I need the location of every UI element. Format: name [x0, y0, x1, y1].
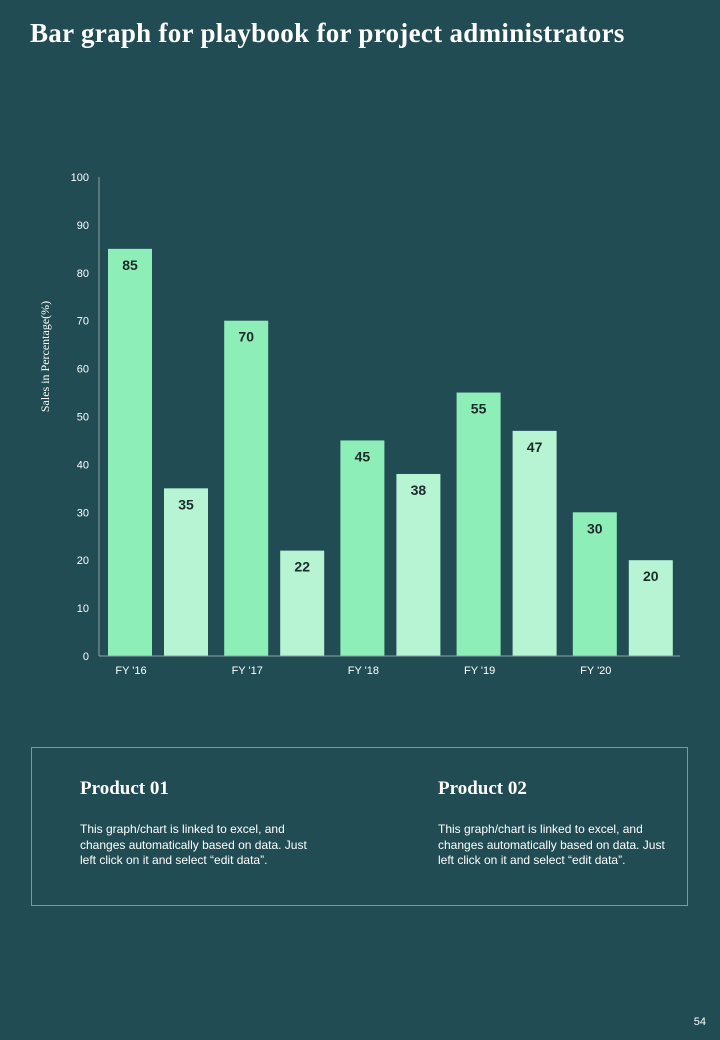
data-label: 22	[294, 559, 310, 575]
bar-1-3[interactable]	[340, 440, 385, 656]
y-tick-label: 60	[77, 364, 89, 376]
bar-2-2[interactable]	[280, 550, 325, 656]
x-tick-label: FY '19	[464, 665, 495, 677]
bar-1-5[interactable]	[572, 512, 617, 656]
legend-product-01: Product 01 This graph/chart is linked to…	[80, 778, 310, 869]
product-01-title: Product 01	[80, 778, 169, 799]
data-label: 55	[471, 401, 487, 417]
product-02-description: This graph/chart is linked to excel, and…	[438, 822, 665, 867]
product-02-title: Product 02	[438, 778, 527, 799]
bar-1-4[interactable]	[456, 392, 501, 656]
data-label: 47	[527, 439, 543, 455]
y-tick-label: 10	[77, 603, 89, 615]
y-tick-label: 90	[77, 220, 89, 232]
y-tick-label: 50	[77, 412, 89, 424]
x-tick-label: FY '20	[580, 665, 611, 677]
bar-2-3[interactable]	[396, 473, 441, 656]
data-label: 35	[178, 496, 194, 512]
page-number: 54	[693, 1016, 706, 1028]
data-label: 30	[587, 520, 603, 536]
y-axis-label: Sales in Percentage(%)	[38, 301, 52, 412]
y-tick-label: 40	[77, 459, 89, 471]
x-tick-label: FY '18	[348, 665, 379, 677]
data-label: 38	[411, 482, 427, 498]
bar-2-4[interactable]	[512, 430, 557, 656]
x-tick-label: FY '16	[115, 665, 146, 677]
y-tick-label: 0	[83, 651, 89, 663]
page-title: Bar graph for playbook for project admin…	[30, 18, 625, 48]
y-tick-label: 30	[77, 507, 89, 519]
bar-2-5[interactable]	[628, 560, 673, 656]
data-label: 20	[643, 568, 659, 584]
legend-product-02: Product 02 This graph/chart is linked to…	[438, 778, 668, 869]
data-label: 45	[355, 448, 371, 464]
legend-box: Product 01 This graph/chart is linked to…	[31, 747, 688, 906]
y-tick-label: 100	[71, 172, 89, 184]
bar-chart[interactable]: 0 10 20 30 40 50 60 70 80 90 100 85 35 70 22 45 38 55 47 3…	[0, 0, 720, 700]
y-tick-label: 20	[77, 555, 89, 567]
product-01-description: This graph/chart is linked to excel, and…	[80, 822, 307, 867]
bar-1-2[interactable]	[224, 320, 269, 656]
bar-1-1[interactable]	[108, 248, 152, 656]
data-label: 85	[122, 257, 138, 273]
data-label: 70	[238, 329, 254, 345]
y-tick-label: 80	[77, 268, 89, 280]
y-tick-label: 70	[77, 316, 89, 328]
x-tick-label: FY '17	[232, 665, 263, 677]
bar-2-1[interactable]	[164, 488, 208, 656]
